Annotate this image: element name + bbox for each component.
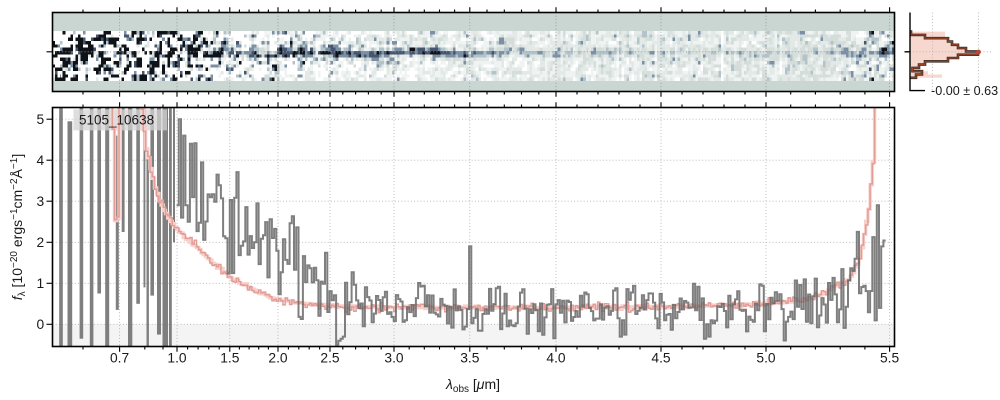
svg-text:λobs [μm]: λobs [μm] <box>445 376 500 395</box>
svg-text:4.0: 4.0 <box>546 351 566 366</box>
svg-text:0: 0 <box>37 317 45 332</box>
svg-text:fλ [10−20 ergs−1cm−2Å−1]: fλ [10−20 ergs−1cm−2Å−1] <box>9 154 28 300</box>
svg-text:5: 5 <box>37 112 45 127</box>
svg-text:2.5: 2.5 <box>320 351 340 366</box>
svg-text:3.0: 3.0 <box>384 351 404 366</box>
svg-text:2: 2 <box>37 235 45 250</box>
svg-text:3.5: 3.5 <box>460 351 480 366</box>
svg-text:1.5: 1.5 <box>220 351 240 366</box>
svg-text:1.0: 1.0 <box>167 351 187 366</box>
svg-text:5105_10638: 5105_10638 <box>79 113 154 128</box>
svg-text:4: 4 <box>37 153 45 168</box>
svg-text:5.0: 5.0 <box>756 351 776 366</box>
svg-text:2.0: 2.0 <box>268 351 288 366</box>
svg-text:3: 3 <box>37 194 45 209</box>
svg-text:-0.00 ± 0.63: -0.00 ± 0.63 <box>931 84 998 98</box>
svg-text:1: 1 <box>37 276 45 291</box>
svg-text:0.7: 0.7 <box>110 351 129 366</box>
svg-text:4.5: 4.5 <box>651 351 671 366</box>
svg-text:5.5: 5.5 <box>880 351 900 366</box>
